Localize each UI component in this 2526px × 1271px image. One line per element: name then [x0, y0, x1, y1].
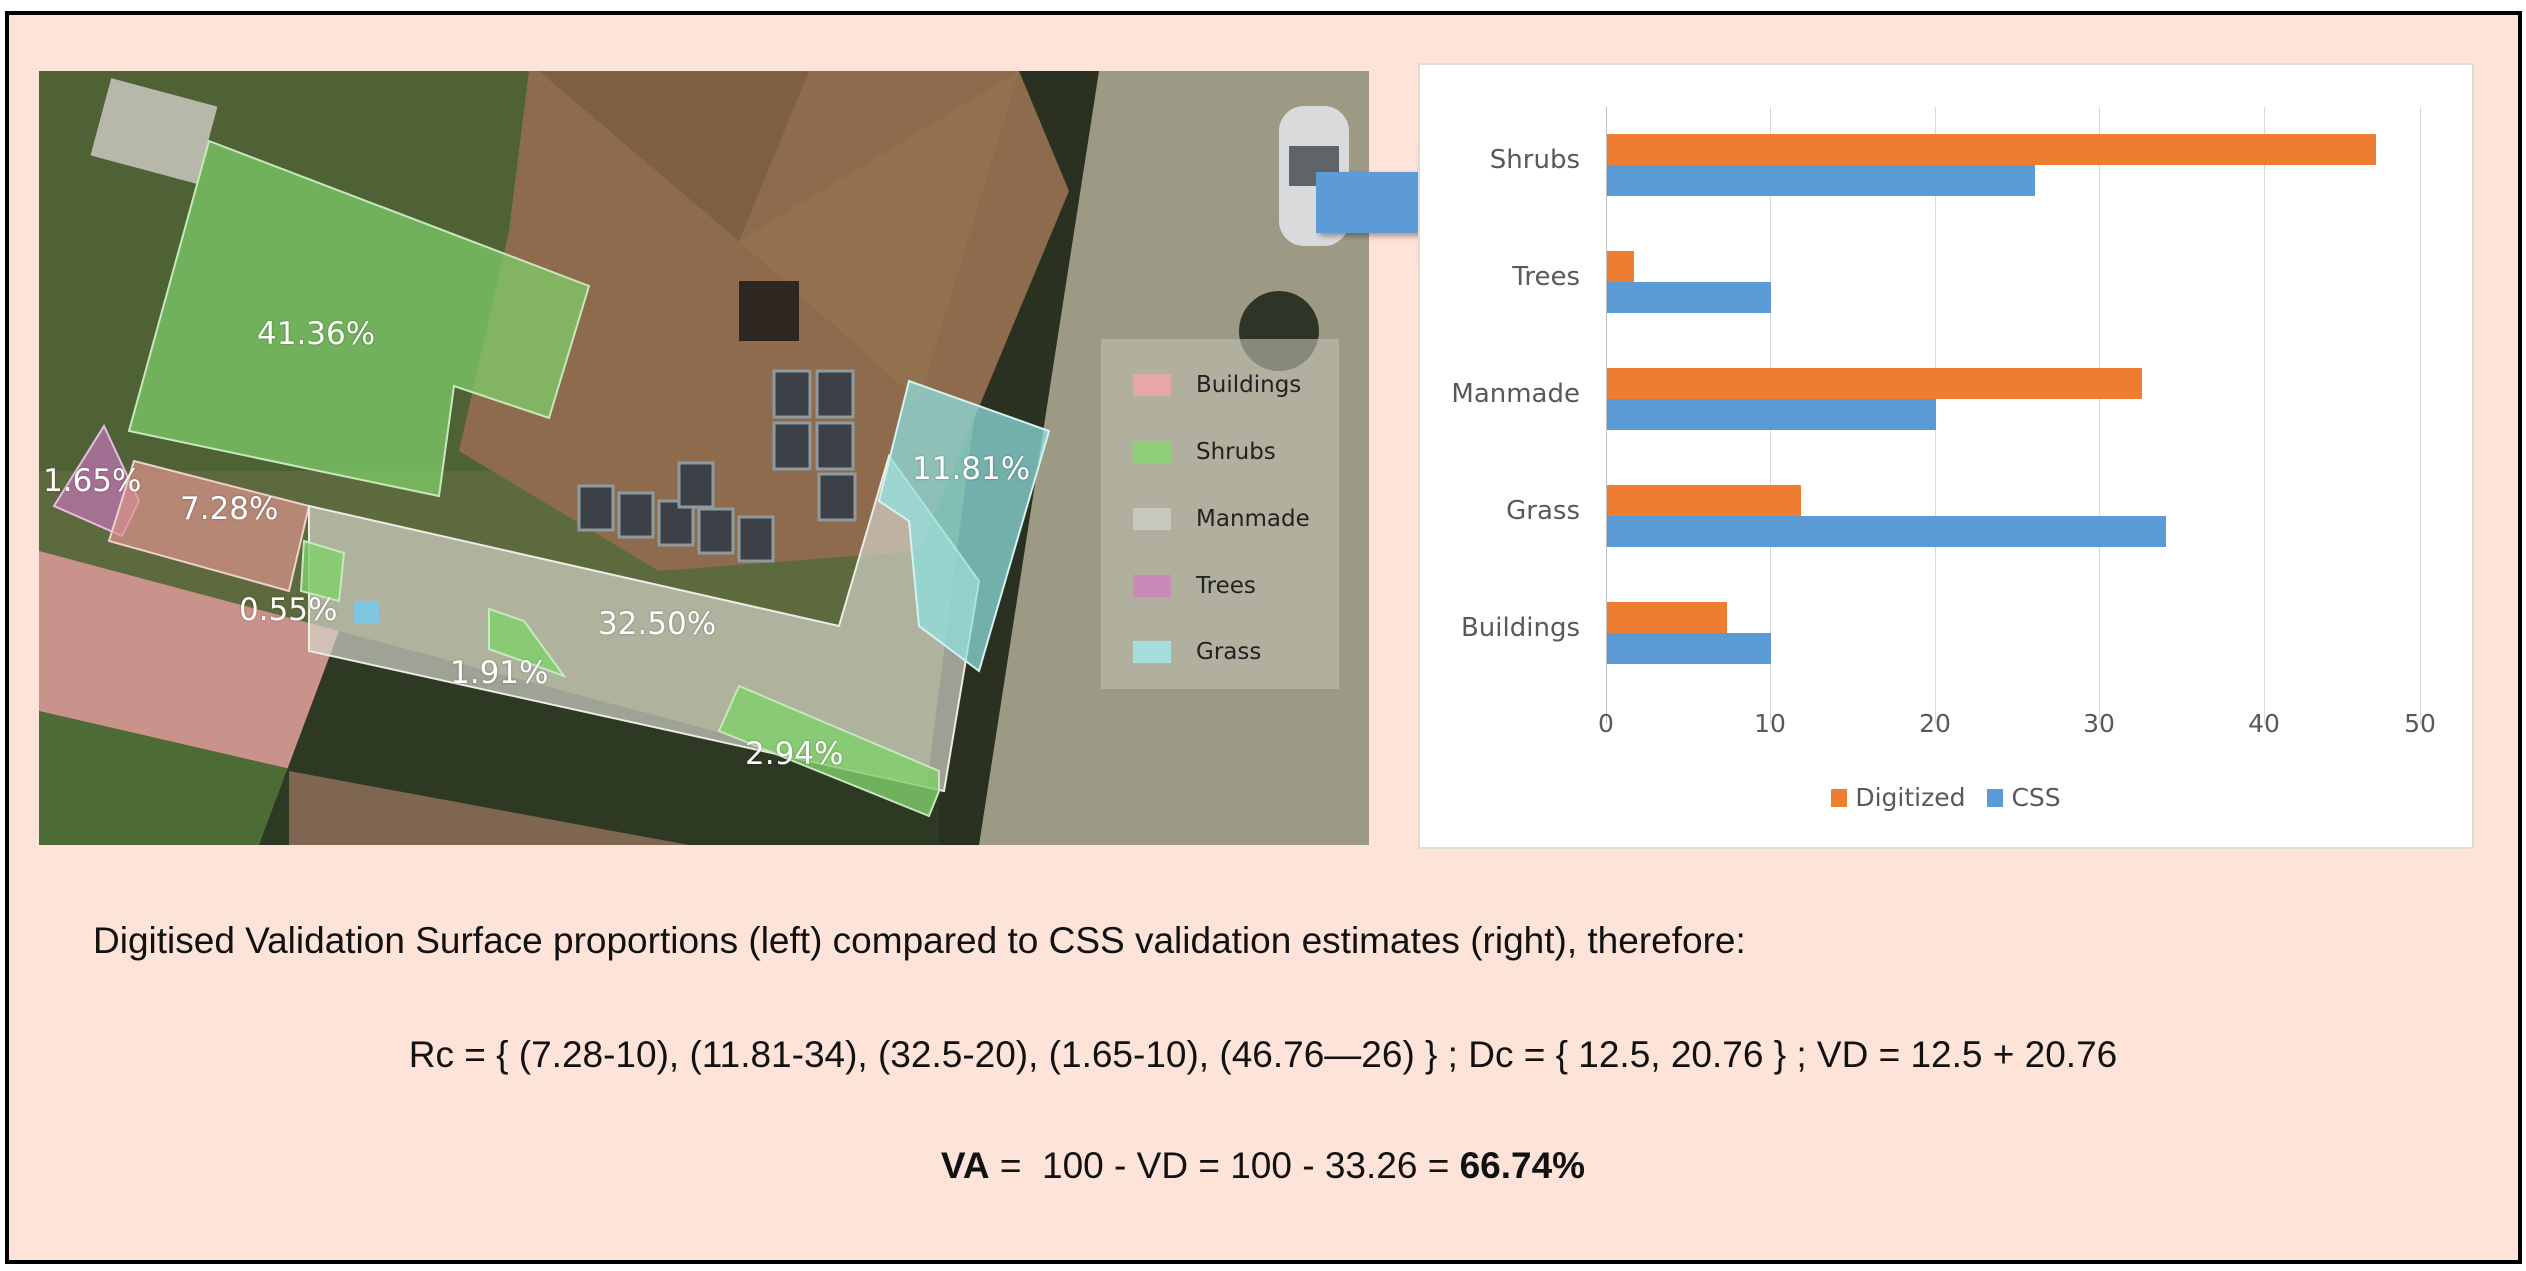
aerial-photo: 41.36% 1.65% 7.28% 11.81% 0.55% 32.50% 1…: [39, 71, 1369, 845]
category-label-manmade: Manmade: [1451, 379, 1580, 409]
legend-label-css: CSS: [2011, 783, 2061, 812]
map-legend-label: Buildings: [1196, 372, 1302, 398]
x-tick-10: 10: [1754, 709, 1786, 738]
water-feature: [354, 601, 379, 623]
va-formula: VA = 100 - VD = 100 - 33.26 = 66.74%: [0, 1145, 2526, 1187]
bar-grass-digitized: [1607, 485, 1801, 516]
shrubs-small-polygon-3: [717, 684, 940, 818]
grass-percentage: 11.81%: [912, 451, 1031, 487]
map-legend-label: Shrubs: [1196, 439, 1276, 465]
map-legend-label: Manmade: [1196, 506, 1310, 532]
shrubs-small-polygon-1: [299, 539, 346, 603]
grass-polygon: [877, 379, 1051, 673]
map-legend-item-grass: Grass: [1133, 637, 1261, 667]
map-legend: Buildings Shrubs Manmade Trees Grass: [1101, 339, 1339, 689]
gridline-40: [2264, 107, 2265, 724]
category-label-trees: Trees: [1512, 262, 1580, 292]
trees-percentage: 1.65%: [43, 463, 142, 499]
va-label: VA: [940, 1145, 990, 1186]
category-label-grass: Grass: [1506, 496, 1580, 526]
manmade-swatch-icon: [1133, 508, 1171, 530]
chart-legend: Digitized CSS: [1420, 783, 2472, 812]
manmade-percentage: 32.50%: [598, 606, 717, 642]
bar-buildings-digitized: [1607, 602, 1727, 633]
css-swatch-icon: [1987, 788, 2004, 807]
map-legend-label: Grass: [1196, 639, 1262, 665]
rc-formula: Rc = { (7.28-10), (11.81-34), (32.5-20),…: [408, 1034, 2118, 1075]
shrubs-percentage: 41.36%: [257, 316, 376, 352]
x-tick-30: 30: [2083, 709, 2115, 738]
x-tick-20: 20: [1919, 709, 1951, 738]
gridline-30: [2099, 107, 2100, 724]
buildings-polygon: [107, 459, 311, 593]
legend-label-digitized: Digitized: [1855, 783, 1966, 812]
bar-trees-css: [1607, 282, 1771, 313]
bar-trees-digitized: [1607, 251, 1634, 282]
shrubs-small-polygon-2: [488, 607, 567, 679]
gridline-0: [1606, 107, 1607, 724]
trees-swatch-icon: [1133, 575, 1171, 597]
bar-chart: Shrubs Trees Manmade Grass Buildings 0 1…: [1418, 63, 2474, 849]
map-legend-item-trees: Trees: [1133, 571, 1256, 601]
legend-item-css: CSS: [1987, 783, 2061, 812]
x-tick-50: 50: [2404, 709, 2436, 738]
x-tick-0: 0: [1598, 709, 1614, 738]
shrubs-small-percentage-2: 1.91%: [450, 655, 549, 691]
map-legend-item-shrubs: Shrubs: [1133, 437, 1276, 467]
shrubs-swatch-icon: [1133, 441, 1171, 463]
va-result: 66.74%: [1459, 1145, 1586, 1186]
category-label-buildings: Buildings: [1460, 613, 1580, 643]
map-legend-label: Trees: [1196, 573, 1256, 599]
shrubs-small-percentage-3: 2.94%: [745, 736, 844, 772]
x-tick-40: 40: [2248, 709, 2280, 738]
legend-item-digitized: Digitized: [1831, 783, 1965, 812]
grass-swatch-icon: [1133, 641, 1171, 663]
bar-shrubs-css: [1607, 165, 2035, 196]
digitized-swatch-icon: [1831, 788, 1848, 807]
shrubs-polygon: [127, 139, 591, 498]
map-legend-item-buildings: Buildings: [1133, 370, 1301, 400]
map-legend-item-manmade: Manmade: [1133, 504, 1310, 534]
bar-grass-css: [1607, 516, 2166, 547]
figure-caption: Digitised Validation Surface proportions…: [93, 920, 1746, 961]
buildings-swatch-icon: [1133, 374, 1171, 396]
bar-shrubs-digitized: [1607, 134, 2376, 165]
shrubs-small-percentage-1: 0.55%: [239, 592, 338, 628]
bar-buildings-css: [1607, 633, 1771, 664]
buildings-percentage: 7.28%: [180, 491, 279, 527]
category-label-shrubs: Shrubs: [1489, 145, 1580, 175]
va-expression: = 100 - VD = 100 - 33.26 =: [989, 1145, 1460, 1186]
bar-manmade-digitized: [1607, 368, 2142, 399]
gridline-50: [2420, 107, 2421, 724]
bar-manmade-css: [1607, 399, 1936, 430]
